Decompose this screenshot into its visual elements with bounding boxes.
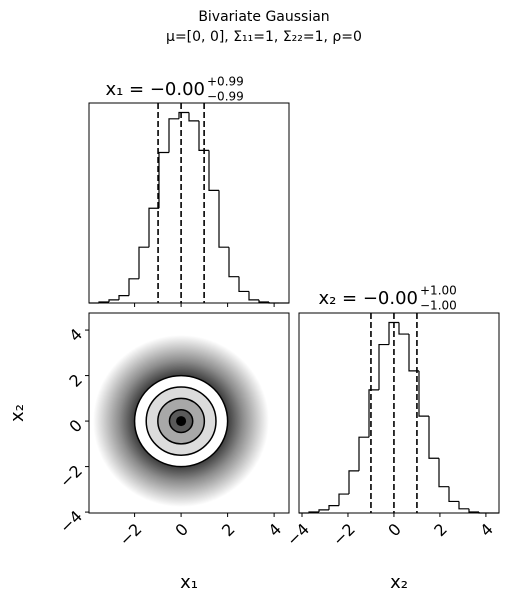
panel-title-lower: −1.00 [420, 299, 457, 313]
histogram-step [388, 321, 399, 345]
histogram-step [398, 322, 409, 335]
y-tick-label: −2 [56, 461, 86, 491]
histogram-step [338, 493, 349, 506]
x-tick-label: 2 [218, 520, 239, 541]
x-tick-label: 0 [171, 520, 192, 541]
x-tick-label: 4 [476, 520, 497, 541]
histogram-step [258, 299, 269, 303]
histogram-step [108, 299, 119, 302]
histogram-step [438, 458, 449, 488]
panel-title-upper: +1.00 [420, 284, 457, 298]
histogram-step [358, 436, 369, 471]
y-tick-label: −4 [56, 507, 86, 537]
panel-title: x₁ = −0.00 [105, 79, 205, 100]
histogram-step [148, 207, 159, 248]
histogram-step [328, 505, 339, 510]
histogram-step [468, 508, 479, 513]
axes-frame [298, 312, 500, 514]
histogram-step [418, 370, 429, 417]
histogram-step [378, 343, 389, 390]
histogram-step [248, 291, 259, 301]
histogram-step [218, 190, 229, 248]
x-tick-label: 2 [430, 520, 451, 541]
x-axis-label: x₂ [390, 572, 408, 593]
histogram-step [228, 247, 239, 278]
histogram-step [128, 278, 139, 296]
figure-title: Bivariate Gaussian [198, 9, 329, 25]
panel-title-upper: +0.99 [207, 75, 244, 89]
histogram-step [428, 416, 439, 459]
histogram-step [368, 389, 379, 438]
x-tick-label: −2 [329, 520, 359, 550]
histogram-step [318, 509, 329, 512]
histogram-step [168, 118, 179, 153]
histogram-step [188, 112, 199, 122]
panel-title-lower: −0.99 [207, 90, 244, 104]
histogram-step [138, 246, 149, 279]
histogram-step [208, 150, 219, 191]
axes-frame [88, 102, 290, 304]
x-tick-label: 4 [264, 520, 285, 541]
y-tick-label: 4 [65, 325, 86, 346]
y-axis-label: x₂ [7, 404, 28, 422]
x-tick-label: −2 [115, 520, 145, 550]
histogram-step [118, 295, 129, 300]
axes-frame [88, 312, 290, 514]
center-point [176, 416, 187, 427]
histogram-step [178, 111, 189, 119]
histogram-step [348, 470, 359, 495]
panel-title: x₂ = −0.00 [318, 288, 418, 309]
figure-subtitle: μ=[0, 0], Σ₁₁=1, Σ₂₂=1, ρ=0 [166, 29, 362, 45]
histogram-step [158, 151, 169, 209]
histogram-step [238, 276, 249, 293]
histogram-step [458, 501, 469, 510]
histogram-step [448, 486, 459, 503]
y-tick-label: 2 [65, 370, 86, 391]
x-axis-label: x₁ [180, 572, 198, 593]
y-tick-label: 0 [65, 416, 86, 437]
histogram-step [408, 334, 419, 372]
x-tick-label: −4 [283, 520, 313, 550]
histogram-step [198, 120, 209, 151]
x-tick-label: 0 [384, 520, 405, 541]
